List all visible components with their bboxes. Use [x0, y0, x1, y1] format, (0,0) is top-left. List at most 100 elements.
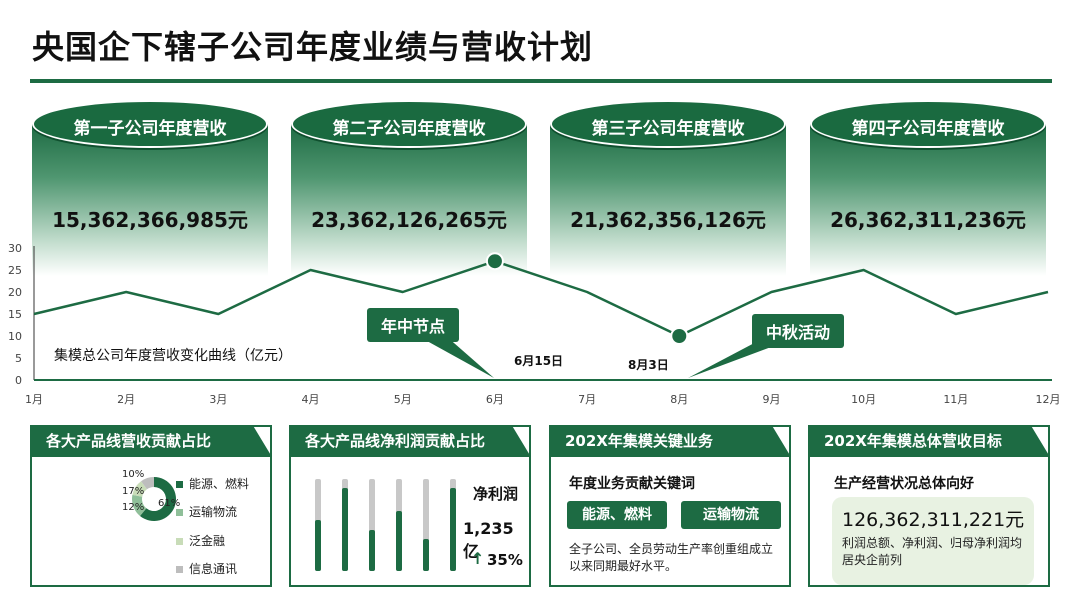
bar-track — [342, 479, 348, 571]
donut-slice — [132, 481, 147, 497]
legend-label: 信息通讯 — [189, 562, 238, 576]
bar-track — [450, 479, 456, 571]
chart-title: 集模总公司年度营收变化曲线（亿元） — [54, 348, 292, 364]
panel-product-revenue: 各大产品线营收贡献占比 10% 17% 12% 61% 能源、燃料 运输物流 泛… — [30, 425, 272, 587]
note-date-mid-year: 6月15日 — [514, 354, 564, 368]
x-tick-label: 8月 — [670, 393, 688, 406]
legend-swatch — [176, 538, 183, 545]
revenue-goal-description: 利润总额、净利润、归母净利润均居央企前列 — [842, 536, 1023, 567]
bar-fill — [315, 520, 321, 571]
revenue-goal-value: 126,362,311,221元 — [842, 509, 1025, 531]
bar-track — [369, 479, 375, 571]
y-tick-label: 20 — [8, 286, 22, 299]
x-tick-label: 10月 — [851, 393, 876, 406]
callout-mid-year: 年中节点 — [367, 308, 460, 342]
subsidiary-label: 第一子公司年度营收 — [73, 119, 227, 139]
subsidiary-card-1: 第一子公司年度营收 15,362,366,985元 — [32, 100, 268, 276]
panel-header: 各大产品线净利润贡献占比 — [289, 425, 531, 457]
pie-label: 10% — [122, 469, 145, 480]
legend-item: 运输物流 — [176, 503, 237, 520]
pie-label: 61% — [158, 498, 181, 509]
panel-header: 202X年集模关键业务 — [549, 425, 791, 457]
x-tick-label: 2月 — [117, 393, 135, 406]
subsidiary-amount: 26,362,311,236元 — [830, 208, 1026, 232]
x-tick-label: 6月 — [486, 393, 504, 406]
net-profit-growth: 35% — [487, 551, 523, 569]
panel-key-business: 202X年集模关键业务 年度业务贡献关键词 能源、燃料 运输物流 全子公司、全员… — [549, 425, 791, 587]
y-tick-label: 30 — [8, 242, 22, 255]
subsidiary-card-4: 第四子公司年度营收 26,362,311,236元 — [810, 100, 1046, 276]
pie-label: 12% — [122, 502, 145, 513]
legend-label: 泛金融 — [189, 534, 226, 548]
cylinder-body — [550, 124, 786, 276]
y-tick-label: 5 — [15, 352, 22, 365]
bar-track — [396, 479, 402, 571]
revenue-line-chart: 0 5 10 15 20 25 30 1月 2月 3月 4月 5月 6月 7月 8月 9月 10月 11月 12月 — [8, 242, 1061, 406]
cylinder-body — [810, 124, 1046, 276]
subsidiary-amount: 23,362,126,265元 — [311, 208, 507, 232]
panel-net-profit: 各大产品线净利润贡献占比 净利润 1,235亿 ↑ 35% — [289, 425, 531, 587]
legend-item: 泛金融 — [176, 532, 225, 549]
subsidiary-label: 第三子公司年度营收 — [591, 119, 745, 139]
donut-slice — [132, 494, 147, 516]
callout-mid-autumn: 中秋活动 — [752, 314, 845, 348]
donut-slice — [141, 477, 154, 490]
callout-pointer-mid-year — [418, 336, 494, 378]
bar-fill — [342, 488, 348, 571]
x-tick-label: 12月 — [1036, 393, 1061, 406]
y-tick-label: 10 — [8, 330, 22, 343]
x-tick-label: 5月 — [394, 393, 412, 406]
legend-swatch — [176, 509, 183, 516]
subsidiary-label: 第二子公司年度营收 — [332, 119, 486, 139]
net-profit-value: 1,235亿 — [463, 519, 514, 561]
key-business-description: 全子公司、全员劳动生产率创重组成立以来同期最好水平。 — [569, 542, 774, 573]
legend-swatch — [176, 481, 183, 488]
series-line — [33, 259, 1049, 338]
revenue-share-donut — [132, 477, 176, 521]
key-business-subtitle: 年度业务贡献关键词 — [569, 476, 695, 492]
bar-track — [423, 479, 429, 571]
net-profit-label: 净利润 — [473, 485, 519, 503]
x-tick-label: 9月 — [762, 393, 780, 406]
legend-item: 信息通讯 — [176, 560, 237, 577]
bar-track — [315, 479, 321, 571]
bar-fill — [450, 488, 456, 571]
keyword-tag-logistics: 运输物流 — [681, 501, 781, 529]
y-tick-label: 0 — [15, 374, 22, 387]
page-title: 央国企下辖子公司年度业绩与营收计划 — [32, 28, 594, 66]
subsidiary-amount: 15,362,366,985元 — [52, 208, 248, 232]
x-tick-label: 1月 — [25, 393, 43, 406]
panel-header: 202X年集模总体营收目标 — [808, 425, 1050, 457]
panel-header: 各大产品线营收贡献占比 — [30, 425, 272, 457]
bar-fill — [396, 511, 402, 571]
y-tick-label: 25 — [8, 264, 22, 277]
x-tick-label: 11月 — [943, 393, 968, 406]
subsidiary-amount: 21,362,356,126元 — [570, 208, 766, 232]
data-point-marker — [485, 252, 504, 271]
subsidiary-card-3: 第三子公司年度营收 21,362,356,126元 — [550, 100, 786, 276]
bar-fill — [369, 530, 375, 571]
data-point-marker — [670, 327, 689, 345]
title-divider — [30, 79, 1052, 83]
x-tick-label: 7月 — [578, 393, 596, 406]
donut-slice — [139, 477, 176, 521]
x-tick-label: 3月 — [209, 393, 227, 406]
growth-arrow-icon: ↑ — [471, 549, 485, 568]
cylinder-body — [32, 124, 268, 276]
cylinder-cap: 第四子公司年度营收 — [810, 100, 1046, 148]
cylinder-body — [291, 124, 527, 276]
callout-pointer-mid-autumn — [688, 340, 790, 378]
subsidiary-label: 第四子公司年度营收 — [851, 119, 1005, 139]
legend-swatch — [176, 566, 183, 573]
y-tick-label: 15 — [8, 308, 22, 321]
pie-label: 17% — [122, 486, 145, 497]
keyword-tag-energy: 能源、燃料 — [567, 501, 667, 529]
subsidiary-card-2: 第二子公司年度营收 23,362,126,265元 — [291, 100, 527, 276]
bar-fill — [423, 539, 429, 571]
cylinder-cap: 第二子公司年度营收 — [291, 100, 527, 148]
revenue-goal-subtitle: 生产经营状况总体向好 — [834, 476, 974, 492]
cylinder-cap: 第一子公司年度营收 — [32, 100, 268, 148]
note-date-mid-autumn: 8月3日 — [628, 358, 669, 372]
cylinder-cap: 第三子公司年度营收 — [550, 100, 786, 148]
